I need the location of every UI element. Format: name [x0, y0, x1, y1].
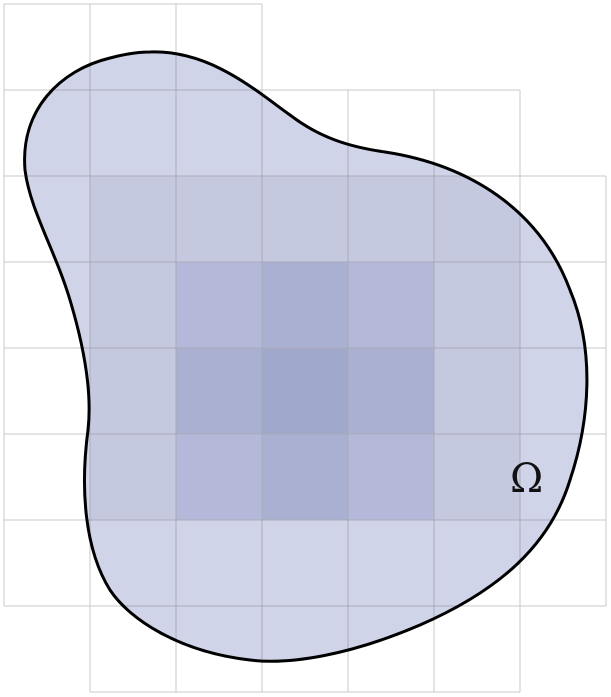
shade-center — [262, 348, 348, 434]
region-boundary — [23, 50, 589, 663]
region-label: Ω — [510, 456, 543, 502]
